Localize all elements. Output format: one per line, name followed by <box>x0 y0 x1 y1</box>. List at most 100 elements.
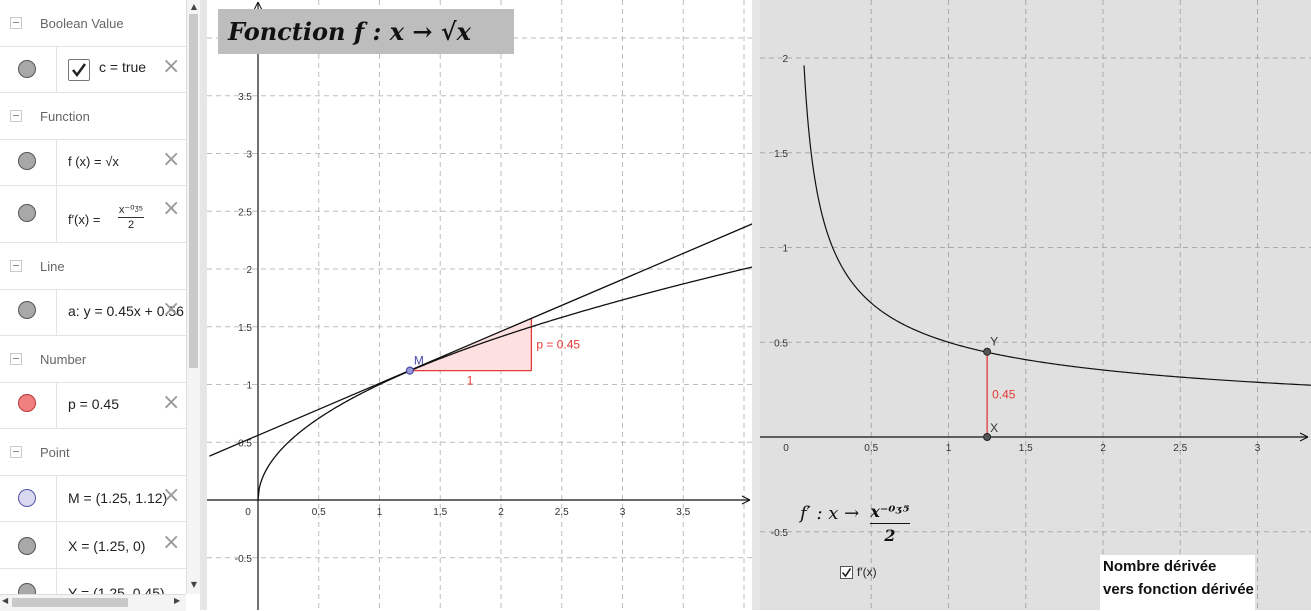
scrollbar-thumb[interactable] <box>189 14 198 368</box>
algebra-row-fprime[interactable]: f′(x) = x⁻⁰ᶾ⁵ 2 × <box>0 186 186 243</box>
delete-icon[interactable]: × <box>162 54 181 79</box>
collapse-toggle-icon[interactable] <box>10 353 22 365</box>
segment-length-label: 0.45 <box>992 387 1016 401</box>
point-label-Y: Y <box>990 335 998 349</box>
axes <box>760 432 1309 442</box>
algebra-item-text[interactable]: f (x) = √x <box>68 154 119 169</box>
algebra-vertical-scrollbar[interactable]: ▲ ▼ <box>186 0 201 594</box>
visibility-toggle-icon[interactable] <box>18 152 36 170</box>
group-header-line[interactable]: Line <box>0 243 186 290</box>
group-header-point[interactable]: Point <box>0 429 186 476</box>
function-curve-f[interactable] <box>257 265 752 501</box>
scrollbar-thumb[interactable] <box>12 598 128 607</box>
fraction-denominator: 2 <box>884 526 896 545</box>
y-tick-label: -0.5 <box>771 528 789 539</box>
title-box[interactable]: Fonction f : x → √x <box>218 9 514 54</box>
visibility-toggle-icon[interactable] <box>18 301 36 319</box>
y-tick-label: 2 <box>782 54 788 65</box>
y-tick-label: 0.5 <box>774 338 788 349</box>
group-label: Number <box>40 352 87 367</box>
x-axis-arrow <box>741 495 751 505</box>
view-splitter[interactable] <box>200 0 207 610</box>
algebra-horizontal-scrollbar[interactable]: ◀ ▶ <box>0 594 186 611</box>
y-tick-label: 3 <box>246 150 252 161</box>
algebra-row-p[interactable]: p = 0.45 × <box>0 382 186 429</box>
algebra-item-text[interactable]: c = true <box>99 59 147 75</box>
function-curve-fprime[interactable] <box>803 65 1311 386</box>
x-tick-label: 1.5 <box>433 507 447 518</box>
info-line-2: vers fonction dérivée <box>1103 581 1254 598</box>
delete-icon[interactable]: × <box>162 297 181 322</box>
x-tick-label: 2 <box>1100 443 1106 454</box>
algebra-row-c[interactable]: c = true × <box>0 46 186 93</box>
algebra-item-text[interactable]: p = 0.45 <box>68 396 119 412</box>
delete-icon[interactable]: × <box>162 147 181 172</box>
fraction-denominator: 2 <box>127 219 135 231</box>
grid <box>760 0 1311 610</box>
y-tick-label: 1 <box>246 381 252 392</box>
x-tick-label: 3 <box>620 507 626 518</box>
algebra-view: Boolean Value c = true × Function f (x) … <box>0 0 186 594</box>
group-header-number[interactable]: Number <box>0 336 186 383</box>
algebra-item-text[interactable]: X = (1.25, 0) <box>68 538 146 554</box>
tangent-line-a[interactable] <box>209 220 752 457</box>
delete-icon[interactable]: × <box>162 390 181 415</box>
algebra-row-M[interactable]: M = (1.25, 1.12) × <box>0 475 186 522</box>
page-title: Fonction f : x → √x <box>228 17 471 46</box>
graphics-view-2[interactable]: 0 0.5 1 1.5 2 2.5 3 2 1.5 1 0.5 -0.5 Y X 0.45 <box>760 0 1311 610</box>
visibility-toggle-icon[interactable] <box>18 60 36 78</box>
checkbox-c[interactable] <box>68 59 90 81</box>
axes <box>207 1 751 610</box>
view-splitter[interactable] <box>752 0 760 610</box>
algebra-item-lhs[interactable]: f′(x) = <box>68 212 101 227</box>
delete-icon[interactable]: × <box>162 530 181 555</box>
visibility-toggle-icon[interactable] <box>18 489 36 507</box>
visibility-toggle-icon[interactable] <box>18 204 36 222</box>
x-tick-label: 2 <box>498 507 504 518</box>
x-tick-label: 2.5 <box>1173 443 1187 454</box>
collapse-toggle-icon[interactable] <box>10 110 22 122</box>
scroll-right-icon[interactable]: ▶ <box>174 596 181 605</box>
fraction-numerator: x⁻⁰ᶾ⁵ <box>870 502 910 521</box>
collapse-toggle-icon[interactable] <box>10 17 22 29</box>
scroll-up-icon[interactable]: ▲ <box>190 2 198 11</box>
collapse-toggle-icon[interactable] <box>10 446 22 458</box>
x-tick-label: 0.5 <box>864 443 878 454</box>
algebra-item-text[interactable]: Y = (1.25, 0.45) <box>68 585 165 594</box>
group-header-function[interactable]: Function <box>0 93 186 140</box>
fraction: x⁻⁰ᶾ⁵ 2 <box>118 203 144 231</box>
checkbox-fprime-label[interactable]: f′(x) <box>857 565 877 579</box>
y-tick-label: -0.5 <box>235 554 253 565</box>
visibility-toggle-icon[interactable] <box>18 583 36 594</box>
algebra-item-text[interactable]: a: y = 0.45x + 0.56 <box>68 303 184 319</box>
point-Y[interactable] <box>983 347 992 356</box>
group-label: Function <box>40 109 90 124</box>
delete-icon[interactable]: × <box>162 196 181 221</box>
x-tick-label: 1 <box>377 507 383 518</box>
algebra-row-X[interactable]: X = (1.25, 0) × <box>0 522 186 569</box>
x-tick-label: 2.5 <box>555 507 569 518</box>
algebra-row-Y[interactable]: Y = (1.25, 0.45) <box>0 569 186 594</box>
y-tick-label: 0.5 <box>238 438 252 449</box>
visibility-toggle-icon[interactable] <box>18 394 36 412</box>
algebra-row-f[interactable]: f (x) = √x × <box>0 139 186 186</box>
group-header-boolean[interactable]: Boolean Value <box>0 0 186 47</box>
point-M[interactable] <box>405 366 414 375</box>
algebra-item-text[interactable]: M = (1.25, 1.12) <box>68 490 168 506</box>
point-X[interactable] <box>983 433 992 441</box>
visibility-toggle-icon[interactable] <box>18 537 36 555</box>
group-label: Line <box>40 259 65 274</box>
y-tick-label: 2.5 <box>238 207 252 218</box>
delete-icon[interactable]: × <box>162 483 181 508</box>
scroll-left-icon[interactable]: ◀ <box>2 596 9 605</box>
x-tick-label: 3.5 <box>676 507 690 518</box>
scroll-down-icon[interactable]: ▼ <box>190 580 198 589</box>
graphics-view-1[interactable]: 0 0.5 1 1.5 2 2.5 3 3.53.532.521.510.5-0.5 M 1 … <box>207 0 752 610</box>
y-tick-label: 1 <box>782 244 788 255</box>
x-tick-label: 0 <box>245 507 251 518</box>
y-tick-label: 1.5 <box>238 323 252 334</box>
collapse-toggle-icon[interactable] <box>10 260 22 272</box>
checkbox-fprime[interactable] <box>840 566 853 579</box>
x-axis-arrow <box>1299 432 1309 442</box>
algebra-row-a[interactable]: a: y = 0.45x + 0.56 × <box>0 289 186 336</box>
